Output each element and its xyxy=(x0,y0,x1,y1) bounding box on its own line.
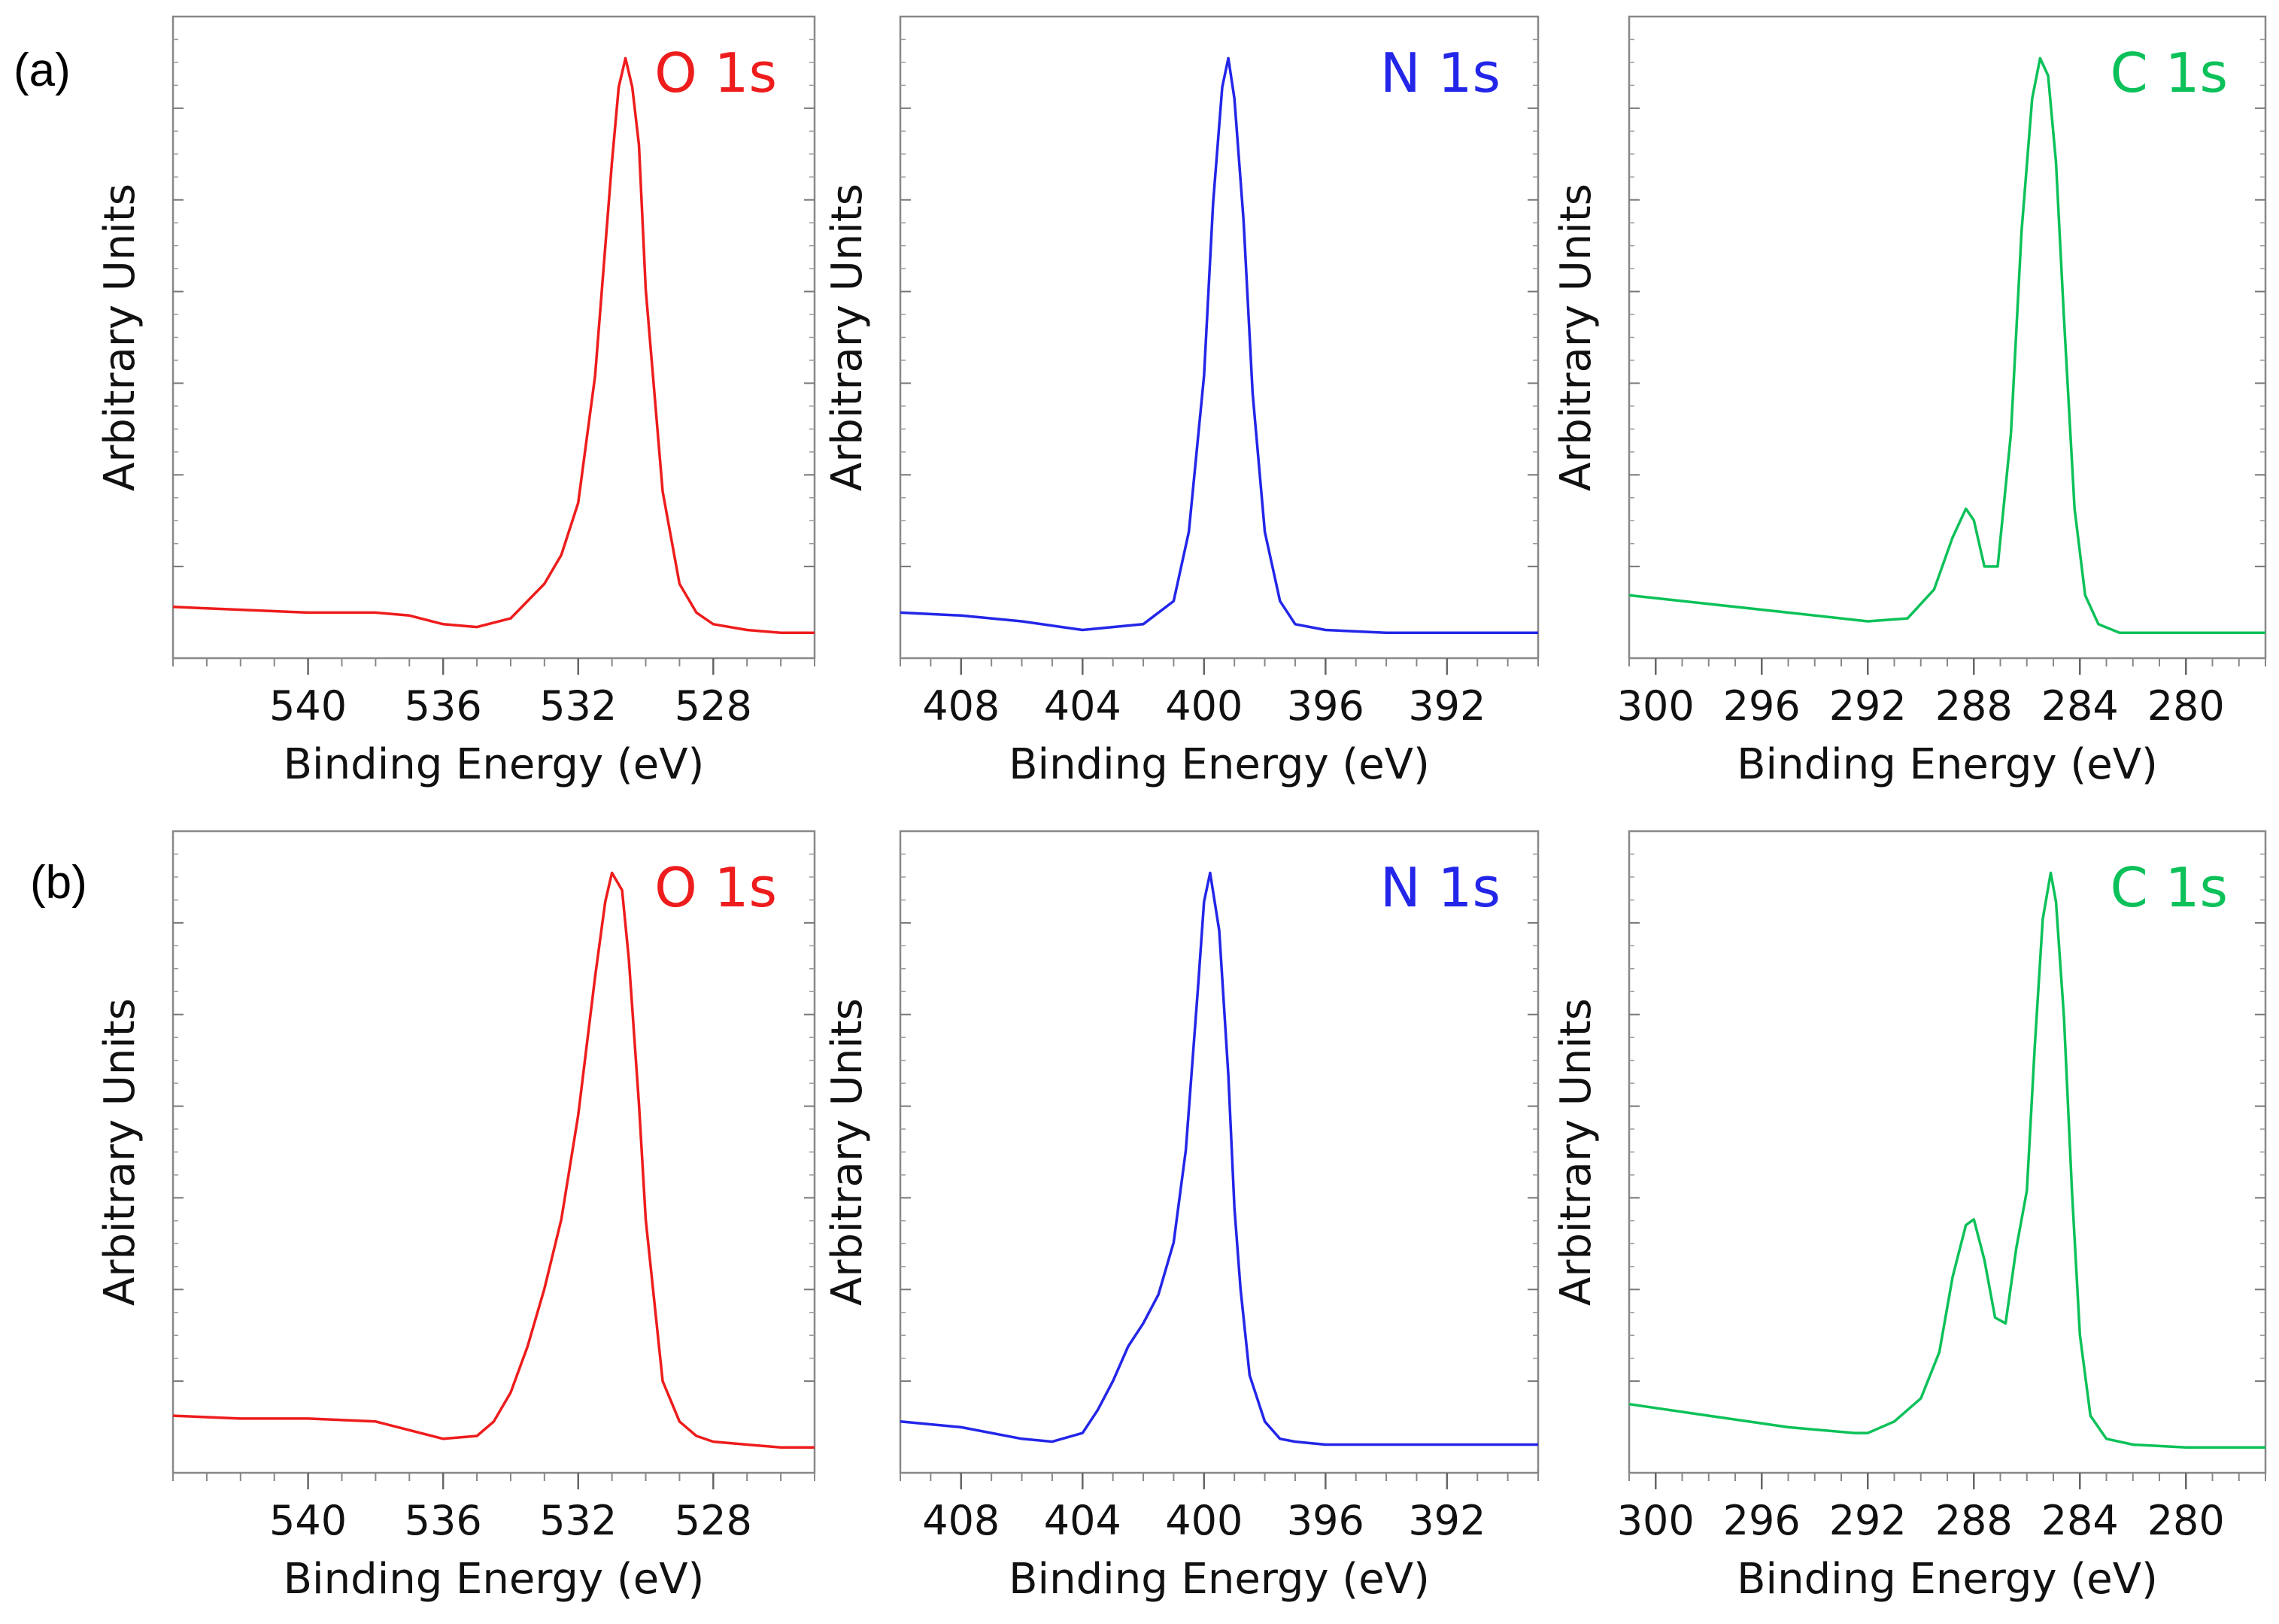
panel-a-c-xtick-label: 292 xyxy=(1829,682,1907,730)
panel-a-c-xtick-label: 288 xyxy=(1935,682,2013,730)
panel-b-n-ylabel: Arbitrary Units xyxy=(823,998,872,1306)
panel-a-c-xlabel: Binding Energy (eV) xyxy=(1737,740,2158,789)
panel-b-o-xtick-label: 532 xyxy=(539,1497,617,1544)
panel-b-n-xtick-label: 404 xyxy=(1044,1497,1121,1544)
panel-b-o-title: O 1s xyxy=(654,856,777,919)
panel-a-o-plot-frame xyxy=(171,15,816,660)
panel-a-n-xtick-label: 396 xyxy=(1287,682,1364,730)
panel-a-o-spectrum-line xyxy=(172,56,815,635)
panel-b-c-xtick-label: 296 xyxy=(1723,1497,1801,1544)
panel-label-a: (a) xyxy=(14,44,71,96)
panel-a-c-ylabel: Arbitrary Units xyxy=(1552,184,1601,491)
panel-a-c-title: C 1s xyxy=(2111,41,2228,105)
panel-b-c-xtick-label: 292 xyxy=(1829,1497,1907,1544)
panel-b-c-xtick-label: 280 xyxy=(2147,1497,2225,1544)
panel-a-o-xtick-label: 540 xyxy=(269,682,347,730)
panel-a-n-xlabel: Binding Energy (eV) xyxy=(1009,740,1430,789)
panel-b-c-title: C 1s xyxy=(2111,856,2228,919)
panel-a-c-xtick-label: 300 xyxy=(1617,682,1695,730)
panel-a-o-xtick-label: 528 xyxy=(675,682,752,730)
panel-a-c-xtick-label: 284 xyxy=(2041,682,2119,730)
panel-b-n-xlabel: Binding Energy (eV) xyxy=(1009,1555,1430,1604)
panel-a-n-xtick-label: 392 xyxy=(1408,682,1485,730)
panel-b-c-spectrum-line xyxy=(1628,871,2265,1449)
panel-b-o-xtick-label: 540 xyxy=(269,1497,347,1544)
panel-a-c-xtick-label: 296 xyxy=(1723,682,1801,730)
panel-b-o-xtick-label: 528 xyxy=(675,1497,752,1544)
panel-b-o-xlabel: Binding Energy (eV) xyxy=(284,1555,705,1604)
panel-b-n-xtick-label: 392 xyxy=(1408,1497,1485,1544)
panel-b-c-xtick-label: 300 xyxy=(1617,1497,1695,1544)
panel-b-o-ylabel: Arbitrary Units xyxy=(96,998,144,1306)
panel-b-c-xtick-label: 288 xyxy=(1935,1497,2013,1544)
panel-b-c-ylabel: Arbitrary Units xyxy=(1552,998,1601,1306)
panel-b-n-spectrum-line xyxy=(900,871,1538,1446)
panel-a-o-xtick-label: 532 xyxy=(539,682,617,730)
panel-a-n-spectrum-line xyxy=(900,56,1538,635)
panel-b-o-spectrum-line xyxy=(172,871,815,1449)
panel-a-n-xtick-label: 404 xyxy=(1044,682,1121,730)
panel-a-n-xtick-label: 400 xyxy=(1165,682,1243,730)
panel-b-c-xtick-label: 284 xyxy=(2041,1497,2119,1544)
panel-b-c-plot-frame xyxy=(1628,830,2267,1474)
panel-a-c-xtick-label: 280 xyxy=(2147,682,2225,730)
panel-a-n-xtick-label: 408 xyxy=(922,682,1000,730)
panel-b-n-title: N 1s xyxy=(1380,856,1501,919)
panel-a-n-ylabel: Arbitrary Units xyxy=(823,184,872,491)
panel-a-o-title: O 1s xyxy=(654,41,777,105)
panel-label-b: (b) xyxy=(30,857,87,909)
panel-a-c-spectrum-line xyxy=(1628,56,2265,635)
panel-b-n-xtick-label: 396 xyxy=(1287,1497,1364,1544)
panel-b-n-xtick-label: 400 xyxy=(1165,1497,1243,1544)
panel-b-c-xlabel: Binding Energy (eV) xyxy=(1737,1555,2158,1604)
panel-b-o-xtick-label: 536 xyxy=(405,1497,482,1544)
panel-a-n-title: N 1s xyxy=(1380,41,1501,105)
panel-b-o-plot-frame xyxy=(171,830,816,1474)
panel-a-o-xlabel: Binding Energy (eV) xyxy=(284,740,705,789)
panel-a-c-plot-frame xyxy=(1628,15,2267,660)
panel-a-o-ylabel: Arbitrary Units xyxy=(96,184,144,491)
panel-a-o-xtick-label: 536 xyxy=(405,682,482,730)
panel-b-n-xtick-label: 408 xyxy=(922,1497,1000,1544)
